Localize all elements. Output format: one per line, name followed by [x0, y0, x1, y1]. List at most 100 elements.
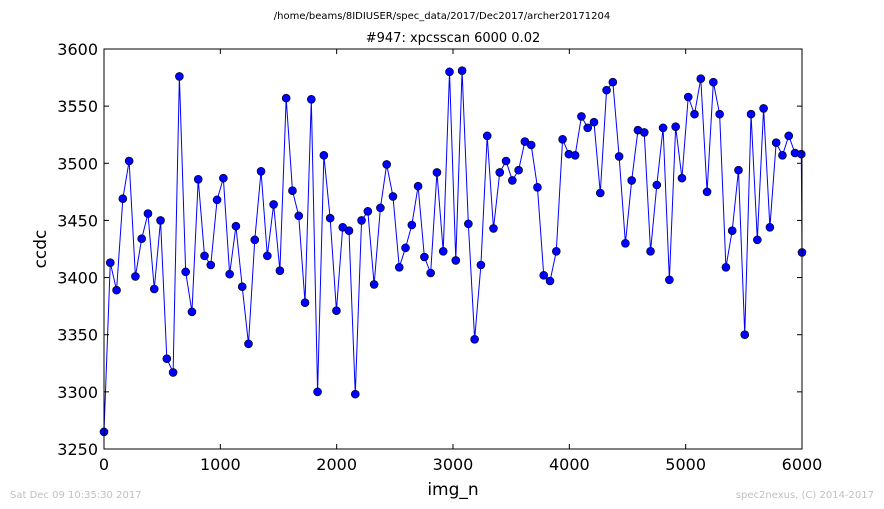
data-point — [784, 131, 794, 141]
x-tick-label: 5000 — [665, 455, 706, 474]
data-point — [118, 194, 128, 204]
data-point — [237, 282, 247, 292]
data-point — [495, 168, 505, 177]
data-point — [363, 206, 373, 216]
data-point — [715, 109, 724, 119]
data-point — [589, 117, 599, 127]
data-point — [595, 188, 605, 198]
data-point — [250, 235, 260, 245]
ticks-layer: 0 1000 2000 3000 4000 5000 6000 3250 3300 3350 340… — [57, 40, 822, 474]
data-point — [156, 216, 165, 225]
data-point — [288, 186, 297, 196]
data-point — [263, 251, 272, 261]
data-point — [319, 150, 329, 160]
data-point — [426, 268, 435, 278]
x-tick-label: 0 — [99, 455, 109, 474]
data-point — [344, 226, 354, 236]
footer-copyright: spec2nexus, (C) 2014-2017 — [735, 490, 874, 501]
data-point — [658, 123, 668, 133]
x-tick-label: 3000 — [433, 455, 474, 474]
y-tick-label: 3450 — [57, 211, 98, 230]
data-point — [307, 94, 316, 104]
y-tick-label: 3300 — [57, 383, 98, 402]
data-point — [438, 246, 448, 256]
x-tick-label: 1000 — [200, 455, 241, 474]
data-point — [332, 306, 341, 316]
data-point — [325, 213, 335, 223]
data-point — [212, 195, 222, 205]
data-point — [124, 156, 134, 166]
data-point — [759, 104, 768, 113]
data-point — [545, 276, 555, 286]
x-tick-label: 6000 — [782, 455, 823, 474]
data-point — [420, 252, 429, 262]
data-point — [746, 109, 756, 119]
data-point — [193, 174, 203, 184]
data-point — [639, 128, 649, 137]
x-axis-label: img_n — [427, 480, 478, 500]
data-point — [482, 131, 492, 141]
data-point — [614, 152, 624, 161]
data-point — [771, 138, 781, 148]
data-point — [608, 77, 618, 87]
data-point — [231, 221, 241, 231]
data-point — [570, 150, 580, 160]
data-point — [175, 72, 184, 81]
data-point — [269, 200, 278, 209]
data-point — [797, 149, 806, 159]
y-tick-label: 3500 — [57, 154, 98, 173]
y-tick-label: 3400 — [57, 269, 98, 288]
data-point — [489, 224, 498, 233]
data-point — [683, 92, 693, 102]
data-point — [200, 251, 209, 261]
chart-title: #947: xpcsscan 6000 0.02 — [366, 31, 541, 46]
data-point — [627, 176, 636, 185]
data-point — [112, 285, 121, 295]
data-point — [577, 112, 586, 121]
data-point — [225, 269, 234, 279]
data-point — [143, 209, 153, 218]
data-point — [105, 258, 115, 268]
data-point — [187, 307, 197, 317]
data-point — [413, 181, 423, 191]
data-point — [539, 270, 549, 280]
data-point — [671, 122, 680, 132]
data-point — [300, 298, 310, 308]
data-point — [552, 246, 561, 256]
data-point — [149, 284, 159, 294]
x-tick-label: 2000 — [316, 455, 357, 474]
data-point — [727, 226, 737, 236]
data-point — [721, 262, 731, 272]
data-point — [401, 243, 410, 253]
y-tick-label: 3550 — [57, 97, 98, 116]
data-point — [388, 192, 398, 201]
y-tick-label: 3350 — [57, 326, 98, 345]
data-point — [256, 166, 266, 176]
data-point — [275, 266, 285, 276]
data-point — [526, 140, 536, 150]
footer-timestamp: Sat Dec 09 10:35:30 2017 — [10, 490, 142, 501]
data-point — [514, 165, 523, 175]
data-point — [357, 216, 366, 225]
data-point — [501, 156, 511, 166]
data-point — [181, 267, 190, 277]
data-point — [445, 67, 454, 77]
data-point — [753, 235, 762, 245]
data-point — [407, 220, 417, 230]
data-point — [476, 260, 486, 270]
series-layer — [99, 66, 807, 437]
data-point — [677, 173, 687, 183]
data-point — [376, 203, 385, 213]
data-point — [457, 66, 467, 76]
data-point — [778, 150, 787, 160]
data-point — [690, 109, 699, 119]
y-tick-label: 3250 — [57, 440, 98, 459]
data-point — [765, 222, 775, 232]
data-point — [162, 354, 172, 364]
data-point — [621, 238, 630, 248]
data-point — [583, 123, 593, 133]
data-point — [451, 256, 461, 265]
data-point — [313, 387, 322, 397]
data-point — [464, 219, 473, 229]
y-axis-label: ccdc — [31, 230, 51, 269]
